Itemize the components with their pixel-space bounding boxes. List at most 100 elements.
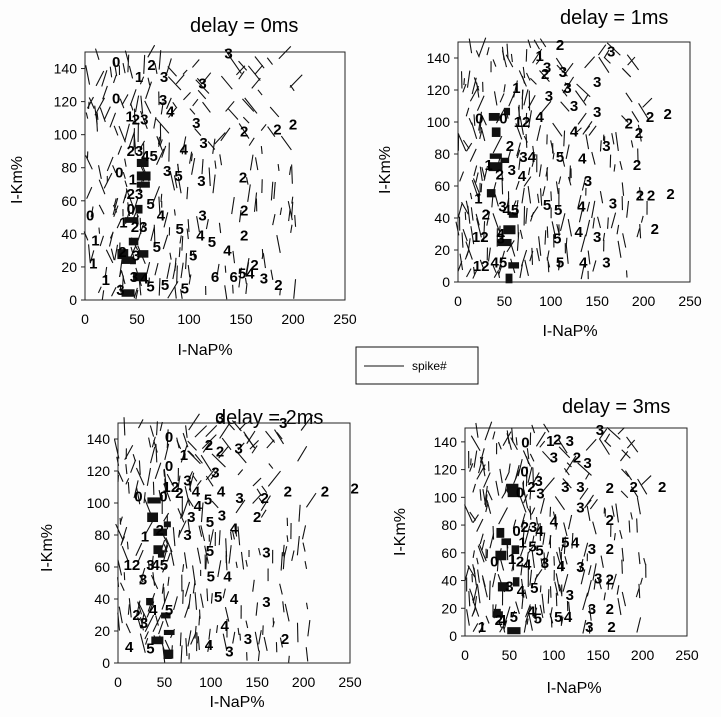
- contour-segment: [88, 97, 95, 109]
- contour-level-label: 2: [260, 490, 268, 507]
- contour-segment: [473, 114, 476, 126]
- contour-segment: [251, 445, 258, 454]
- contour-segment: [200, 525, 206, 542]
- contour-lines: [83, 44, 303, 300]
- contour-level-label: 5: [214, 589, 222, 606]
- contour-level-label: 1: [119, 214, 127, 231]
- contour-segment: [465, 142, 473, 152]
- contour-segment: [228, 545, 232, 564]
- contour-segment: [560, 152, 566, 167]
- contour-segment: [547, 589, 550, 604]
- contour-level-label: 3: [187, 509, 195, 526]
- contour-segment: [238, 267, 242, 288]
- contour-segment: [160, 101, 164, 115]
- contour-segment: [190, 153, 193, 162]
- contour-segment: [586, 201, 591, 212]
- contour-segment: [498, 507, 508, 525]
- contour-segment: [599, 140, 602, 152]
- contour-segment: [552, 122, 563, 137]
- contour-segment: [637, 124, 642, 142]
- contour-segment: [194, 453, 203, 464]
- contour-segment: [592, 521, 597, 535]
- contour-level-label: 1: [102, 272, 110, 289]
- contour-level-label: 0: [159, 488, 167, 505]
- contour-level-label: 45: [151, 557, 168, 574]
- contour-segment: [108, 231, 114, 247]
- contour-segment: [154, 62, 158, 75]
- contour-segment: [218, 530, 221, 546]
- contour-segment: [280, 135, 292, 151]
- contour-segment: [479, 259, 484, 268]
- contour-segment: [541, 593, 545, 614]
- contour-level-label: 2: [606, 512, 614, 529]
- contour-dense-block: [163, 521, 171, 528]
- contour-segment: [200, 72, 212, 85]
- contour-segment: [150, 574, 159, 590]
- contour-segment: [97, 286, 102, 294]
- contour-segment: [591, 151, 596, 165]
- contour-segment: [516, 149, 521, 159]
- contour-segment: [562, 76, 575, 94]
- contour-segment: [227, 108, 239, 120]
- contour-segment: [296, 536, 300, 556]
- contour-dense-block: [503, 225, 516, 235]
- contour-segment: [252, 477, 262, 487]
- contour-level-label: 5: [528, 538, 536, 555]
- panel-title: delay = 1ms: [560, 7, 668, 29]
- contour-segment: [238, 71, 245, 80]
- contour-segment: [610, 212, 617, 229]
- contour-dense-block: [133, 272, 147, 282]
- contour-segment: [238, 422, 247, 431]
- contour-level-label: 3: [566, 433, 574, 450]
- contour-level-label: 0: [165, 429, 173, 446]
- contour-segment: [539, 100, 552, 116]
- x-tick-label: 0: [114, 674, 122, 690]
- contour-segment: [630, 486, 639, 498]
- contour-segment: [289, 166, 292, 176]
- contour-segment: [581, 176, 587, 191]
- contour-segment: [180, 645, 183, 663]
- contour-segment: [571, 532, 574, 549]
- contour-segment: [531, 507, 536, 515]
- contour-segment: [218, 222, 222, 234]
- contour-segment: [577, 112, 587, 125]
- contour-segment: [147, 44, 156, 58]
- contour-segment: [538, 236, 542, 256]
- contour-segment: [492, 213, 500, 232]
- contour-dense-block: [121, 289, 135, 297]
- contour-level-label: 3: [541, 555, 549, 572]
- y-tick-label: 60: [434, 178, 450, 194]
- contour-segment: [183, 92, 191, 101]
- contour-segment: [469, 192, 473, 200]
- contour-segment: [119, 98, 125, 109]
- contour-segment: [619, 161, 623, 170]
- x-axis-label: I-NaP%: [542, 323, 597, 340]
- contour-segment: [122, 62, 126, 74]
- contour-dense-block: [495, 550, 507, 561]
- contour-segment: [472, 268, 478, 279]
- contour-segment: [523, 618, 528, 633]
- contour-segment: [471, 179, 479, 198]
- contour-level-label: 5: [165, 602, 173, 619]
- contour-segment: [531, 424, 536, 434]
- x-tick-label: 50: [157, 674, 173, 690]
- x-tick-label: 50: [502, 647, 518, 663]
- contour-level-label: 3: [211, 464, 219, 481]
- contour-segment: [465, 107, 470, 117]
- contour-segment: [470, 435, 481, 452]
- contour-level-label: 2: [606, 601, 614, 618]
- contour-segment: [599, 438, 610, 455]
- contour-segment: [187, 264, 191, 278]
- contour-segment: [196, 216, 200, 233]
- contour-segment: [235, 561, 238, 569]
- contour-dense-block: [147, 497, 161, 504]
- contour-level-label: 0: [520, 464, 528, 481]
- contour-segment: [101, 290, 105, 300]
- contour-level-label: 23: [521, 519, 538, 536]
- y-tick-label: 140: [87, 431, 111, 447]
- contour-segment: [558, 547, 562, 560]
- contour-level-label: 45: [141, 148, 158, 165]
- contour-level-label: 23: [127, 186, 144, 203]
